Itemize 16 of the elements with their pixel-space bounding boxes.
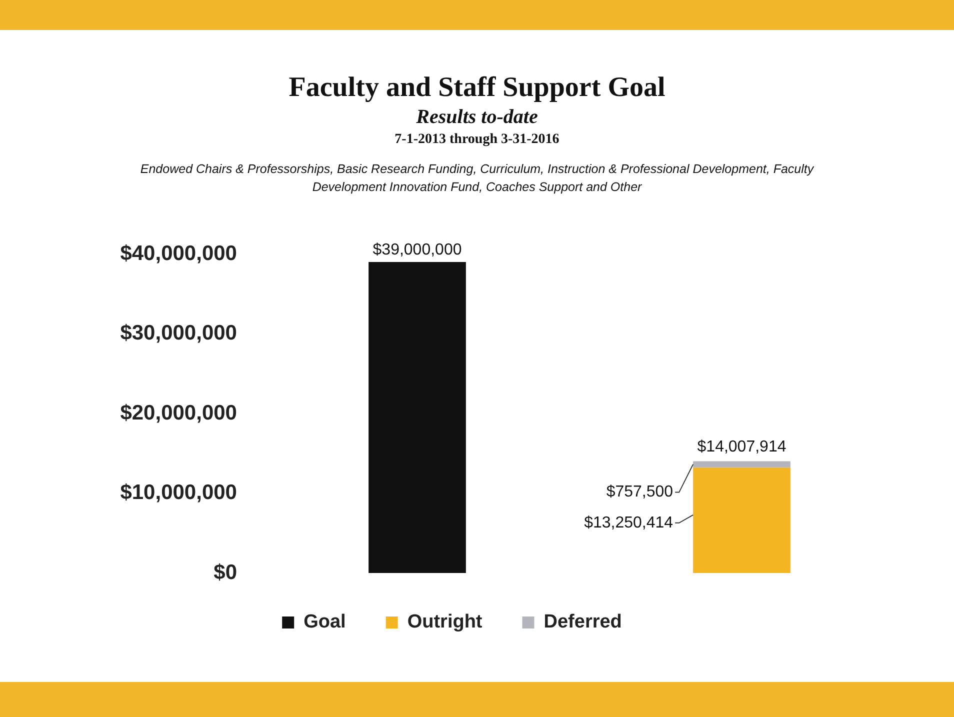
chart-subtitle: Results to-date [415, 106, 539, 129]
legend-label: Deferred [544, 612, 622, 633]
data-label: $39,000,000 [372, 241, 462, 258]
y-tick-label: $30,000,000 [120, 322, 237, 345]
y-tick-label: $0 [214, 560, 237, 584]
text: Endowed Chairs & Professorships, Basic Research Funding, Curriculum, Instruction & Professional Development, Faculty Development Innovation Fund, Coaches Support and Other [139, 161, 815, 196]
y-tick-label: $20,000,000 [120, 401, 237, 424]
legend-label: Goal [304, 612, 346, 633]
legend-label: Outright [407, 612, 483, 633]
chart-title: Faculty and Staff Support Goal [288, 72, 666, 104]
total-label: $14,007,914 [697, 438, 786, 456]
y-tick-label: $10,000,000 [120, 481, 237, 504]
data-label: $13,250,414 [584, 514, 674, 532]
text: 7-1-2013 through 3-31-2016 [394, 132, 560, 148]
y-tick-label: $40,000,000 [120, 242, 237, 265]
data-label: $757,500 [606, 484, 674, 501]
